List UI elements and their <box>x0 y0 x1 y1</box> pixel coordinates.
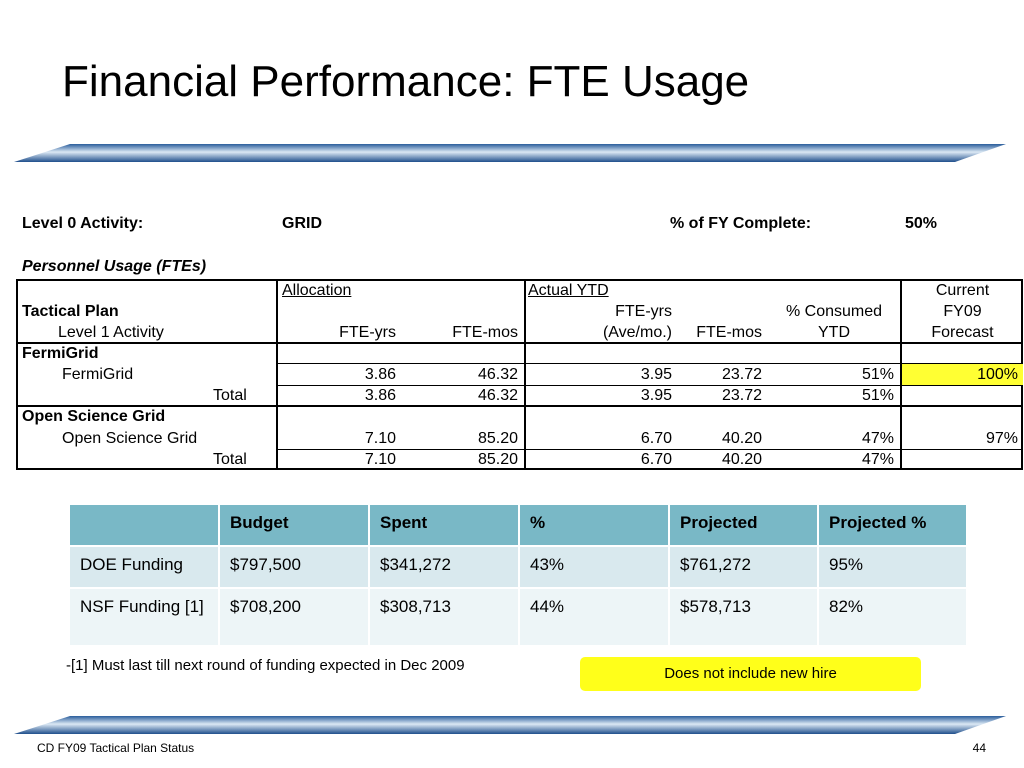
level0-value: GRID <box>282 215 322 232</box>
total-label: Total <box>213 451 247 468</box>
budget-header-row: Budget Spent % Projected Projected % <box>68 503 968 547</box>
alloc-mos-total: 85.20 <box>477 451 518 468</box>
tactical-plan-header: Tactical Plan <box>22 303 119 320</box>
act-fte-yrs-sub-header: (Ave/mo.) <box>602 324 672 341</box>
top-divider-bar <box>0 142 1024 164</box>
consumed-total: 47% <box>861 451 894 468</box>
table-cell: 82% <box>817 587 968 647</box>
header-cell: Projected <box>668 503 819 547</box>
alloc-yrs-cell: 3.86 <box>364 366 396 383</box>
bottom-divider-bar <box>0 714 1024 736</box>
table-cell: $761,272 <box>668 545 819 589</box>
alloc-yrs-total: 3.86 <box>364 387 396 404</box>
consumed-total: 51% <box>861 387 894 404</box>
table-cell: $578,713 <box>668 587 819 647</box>
act-fte-mos-header: FTE-mos <box>696 324 762 341</box>
act-yrs-cell: 6.70 <box>640 430 672 447</box>
alloc-mos-total: 46.32 <box>477 387 518 404</box>
table-cell: $708,200 <box>218 587 370 647</box>
alloc-fte-yrs-header: FTE-yrs <box>339 324 396 341</box>
personnel-usage-caption: Personnel Usage (FTEs) <box>22 258 207 275</box>
alloc-fte-mos-header: FTE-mos <box>452 324 518 341</box>
total-label: Total <box>213 387 247 404</box>
forecast-header-1: Current <box>935 282 990 299</box>
act-yrs-total: 3.95 <box>640 387 672 404</box>
consumed-cell: 51% <box>861 366 894 383</box>
table-row: DOE Funding $797,500 $341,272 43% $761,2… <box>68 545 968 589</box>
forecast-highlight <box>902 364 1023 385</box>
forecast-cell: 100% <box>977 366 1018 383</box>
table-cell: $341,272 <box>368 545 520 589</box>
alloc-yrs-cell: 7.10 <box>364 430 396 447</box>
alloc-mos-cell: 85.20 <box>477 430 518 447</box>
act-mos-total: 23.72 <box>721 387 762 404</box>
header-cell: Projected % <box>817 503 968 547</box>
table-row: NSF Funding [1] $708,200 $308,713 44% $5… <box>68 587 968 647</box>
act-yrs-cell: 3.95 <box>640 366 672 383</box>
table-cell: $308,713 <box>368 587 520 647</box>
act-mos-total: 40.20 <box>721 451 762 468</box>
budget-table: Budget Spent % Projected Projected % DOE… <box>68 503 968 647</box>
consumed-sub-header: YTD <box>818 324 850 341</box>
allocation-group-header: Allocation <box>282 282 352 299</box>
forecast-header-2: FY09 <box>943 303 982 320</box>
callout-box: Does not include new hire <box>580 657 921 691</box>
fy-complete-label: % of FY Complete: <box>670 215 812 232</box>
header-cell: Budget <box>218 503 370 547</box>
act-yrs-total: 6.70 <box>640 451 672 468</box>
table-cell: $797,500 <box>218 545 370 589</box>
fte-usage-table: Allocation Actual YTD Tactical Plan Leve… <box>16 279 1023 470</box>
footnote: -[1] Must last till next round of fundin… <box>66 657 465 674</box>
table-cell: 44% <box>518 587 670 647</box>
act-mos-cell: 40.20 <box>721 430 762 447</box>
section-name: FermiGrid <box>22 345 99 362</box>
table-cell: DOE Funding <box>68 545 220 589</box>
actual-ytd-group-header: Actual YTD <box>528 282 609 299</box>
header-cell: Spent <box>368 503 520 547</box>
table-cell: 43% <box>518 545 670 589</box>
level1-activity-header: Level 1 Activity <box>58 324 164 341</box>
footer-text: CD FY09 Tactical Plan Status <box>37 741 195 755</box>
row-label: Open Science Grid <box>62 430 198 447</box>
consumed-header: % Consumed <box>785 303 883 320</box>
fy-complete-value: 50% <box>905 215 938 232</box>
slide-title: Financial Performance: FTE Usage <box>62 57 750 106</box>
act-fte-yrs-header: FTE-yrs <box>615 303 672 320</box>
forecast-cell: 97% <box>985 430 1018 447</box>
level0-label: Level 0 Activity: <box>22 215 144 232</box>
alloc-yrs-total: 7.10 <box>364 451 396 468</box>
table-cell: 95% <box>817 545 968 589</box>
act-mos-cell: 23.72 <box>721 366 762 383</box>
section-name: Open Science Grid <box>22 408 166 425</box>
consumed-cell: 47% <box>861 430 894 447</box>
row-label: FermiGrid <box>62 366 134 383</box>
table-cell: NSF Funding [1] <box>68 587 220 647</box>
forecast-header-3: Forecast <box>931 324 994 341</box>
page-number: 44 <box>972 741 986 755</box>
header-cell: % <box>518 503 670 547</box>
header-cell <box>68 503 220 547</box>
alloc-mos-cell: 46.32 <box>477 366 518 383</box>
